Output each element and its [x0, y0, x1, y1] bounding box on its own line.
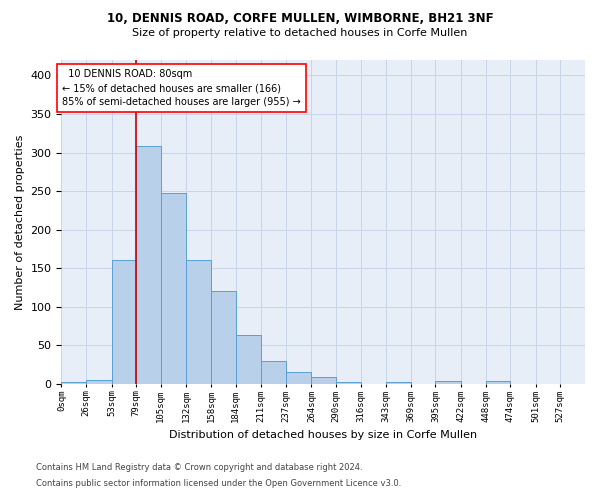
Bar	[187, 260, 211, 384]
Y-axis label: Number of detached properties: Number of detached properties	[15, 134, 25, 310]
Bar	[136, 146, 161, 384]
Bar	[311, 377, 336, 384]
Bar	[236, 334, 261, 384]
Bar	[112, 260, 136, 384]
Bar	[61, 382, 86, 384]
Text: 10 DENNIS ROAD: 80sqm
← 15% of detached houses are smaller (166)
85% of semi-det: 10 DENNIS ROAD: 80sqm ← 15% of detached …	[62, 70, 301, 108]
Text: Size of property relative to detached houses in Corfe Mullen: Size of property relative to detached ho…	[133, 28, 467, 38]
Bar	[386, 382, 411, 384]
Bar	[286, 372, 311, 384]
Bar	[211, 290, 236, 384]
Bar	[485, 381, 510, 384]
Text: 10, DENNIS ROAD, CORFE MULLEN, WIMBORNE, BH21 3NF: 10, DENNIS ROAD, CORFE MULLEN, WIMBORNE,…	[107, 12, 493, 26]
Bar	[86, 380, 112, 384]
Bar	[436, 381, 461, 384]
Text: Contains HM Land Registry data © Crown copyright and database right 2024.: Contains HM Land Registry data © Crown c…	[36, 464, 362, 472]
Text: Contains public sector information licensed under the Open Government Licence v3: Contains public sector information licen…	[36, 478, 401, 488]
Bar	[261, 360, 286, 384]
X-axis label: Distribution of detached houses by size in Corfe Mullen: Distribution of detached houses by size …	[169, 430, 477, 440]
Bar	[161, 194, 187, 384]
Bar	[336, 382, 361, 384]
